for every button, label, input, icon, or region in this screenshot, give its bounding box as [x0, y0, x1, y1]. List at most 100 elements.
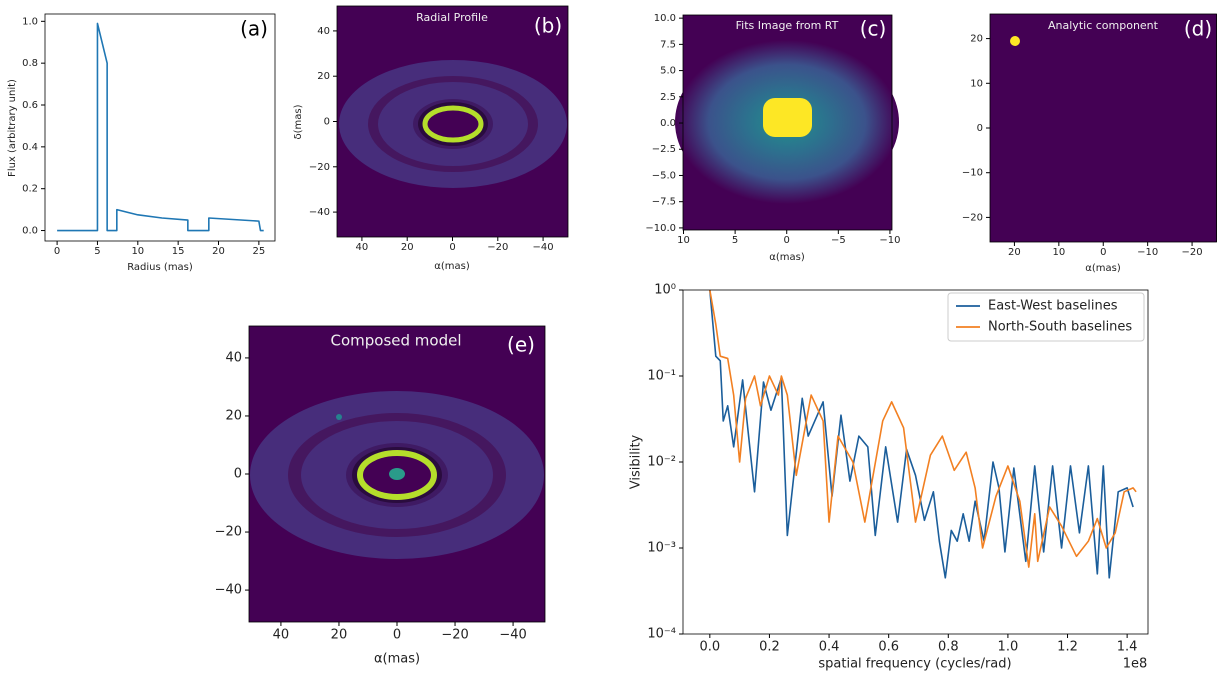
y-tick-label: 10⁻³ — [647, 541, 676, 556]
y-tick-label: 40 — [225, 350, 242, 365]
x-tick-label: −20 — [441, 628, 468, 643]
y-tick-label: −20 — [962, 212, 983, 223]
y-axis-label: Visibility — [629, 434, 644, 489]
y-tick-label: 2.5 — [660, 92, 676, 103]
y-tick-label: 10⁻⁴ — [647, 627, 676, 642]
series-line — [709, 289, 1134, 579]
y-tick-label: 0.8 — [22, 58, 38, 69]
y-tick-label: 0.2 — [22, 184, 38, 195]
x-tick-label: 0.2 — [759, 640, 780, 655]
image-background — [990, 14, 1217, 242]
y-tick-label: −2.5 — [652, 144, 676, 155]
x-tick-label: −5 — [831, 235, 846, 246]
x-tick-label: 0 — [784, 235, 790, 246]
panel-label: (b) — [534, 14, 562, 38]
x-tick-label: 0.6 — [878, 640, 899, 655]
x-tick-label: −40 — [533, 242, 554, 253]
x-tick-label: 20 — [331, 628, 348, 643]
y-tick-label: 0.4 — [22, 142, 38, 153]
y-tick-label: 0.6 — [22, 100, 38, 111]
panel-title: Analytic component — [1048, 19, 1159, 32]
y-tick-label: −10.0 — [645, 223, 676, 234]
y-tick-label: 10⁻¹ — [647, 369, 676, 384]
x-tick-label: 10 — [131, 246, 144, 257]
panel-title: Composed model — [330, 332, 461, 350]
x-tick-label: −10 — [1137, 247, 1158, 258]
x-tick-label: 0.8 — [938, 640, 959, 655]
legend-label: East-West baselines — [988, 299, 1118, 314]
x-tick-label: 40 — [273, 628, 290, 643]
x-tick-label: 0.4 — [819, 640, 840, 655]
x-tick-label: −20 — [487, 242, 508, 253]
x-tick-label: −20 — [1182, 247, 1203, 258]
x-tick-label: 0.0 — [699, 640, 720, 655]
point-source — [336, 414, 342, 420]
x-tick-label: 20 — [1008, 247, 1021, 258]
x-tick-label: 5 — [94, 246, 100, 257]
axes-frame — [682, 14, 893, 231]
axes-frame — [336, 5, 569, 238]
y-tick-label: 20 — [317, 71, 330, 82]
image-e — [249, 326, 545, 622]
x-axis-label: α(mas) — [1085, 263, 1121, 274]
x-tick-label: 25 — [252, 246, 265, 257]
y-tick-label: 1.0 — [22, 16, 38, 27]
x-tick-label: 40 — [356, 242, 369, 253]
series-line — [57, 22, 264, 232]
x-offset-label: 1e8 — [1123, 657, 1148, 672]
x-tick-label: 0 — [1100, 247, 1106, 258]
legend-box — [947, 292, 1145, 342]
x-tick-label: 1.4 — [1117, 640, 1138, 655]
y-axis-label: δ(mas) — [293, 104, 304, 139]
y-tick-label: 0 — [977, 123, 983, 134]
y-tick-label: 0.0 — [22, 226, 38, 237]
y-tick-label: 5.0 — [660, 66, 676, 77]
x-tick-label: 20 — [401, 242, 414, 253]
y-tick-label: 10⁰ — [654, 283, 676, 298]
legend-label: North-South baselines — [988, 320, 1132, 335]
x-tick-label: 1.0 — [998, 640, 1019, 655]
axes-frame — [248, 325, 546, 623]
y-tick-label: 0 — [324, 117, 330, 128]
panel-title: Radial Profile — [416, 11, 488, 24]
point-source — [1010, 36, 1020, 46]
x-tick-label: 1.2 — [1057, 640, 1078, 655]
panel-title: Fits Image from RT — [736, 19, 839, 32]
x-tick-label: 10 — [677, 235, 690, 246]
axes-frame — [682, 289, 1149, 635]
x-tick-label: −10 — [879, 235, 900, 246]
core — [763, 98, 812, 137]
y-tick-label: 10 — [970, 78, 983, 89]
axes-frame — [44, 13, 276, 242]
series-line — [709, 289, 1137, 568]
y-tick-label: −7.5 — [652, 197, 676, 208]
x-axis-label: α(mas) — [434, 261, 470, 272]
x-tick-label: −40 — [499, 628, 526, 643]
image-c — [675, 15, 899, 230]
panel-label: (e) — [507, 333, 535, 357]
x-tick-label: 20 — [212, 246, 225, 257]
x-tick-label: 0 — [449, 242, 455, 253]
x-tick-label: 15 — [172, 246, 185, 257]
y-tick-label: 0.0 — [660, 118, 676, 129]
y-tick-label: −5.0 — [652, 170, 676, 181]
bright-ring — [422, 105, 484, 143]
y-tick-label: 40 — [317, 26, 330, 37]
core — [389, 468, 405, 480]
image-b — [337, 6, 568, 237]
panel-label: (a) — [240, 17, 268, 41]
y-axis-label: Flux (arbitrary unit) — [7, 79, 18, 177]
y-tick-label: 20 — [225, 408, 242, 423]
x-tick-label: 0 — [393, 628, 401, 643]
x-tick-label: 0 — [54, 246, 60, 257]
y-tick-label: 20 — [970, 34, 983, 45]
x-tick-label: 5 — [732, 235, 738, 246]
y-tick-label: −10 — [962, 168, 983, 179]
image-d — [990, 14, 1217, 242]
x-tick-label: 10 — [1052, 247, 1065, 258]
panel-label: (d) — [1184, 17, 1212, 41]
x-axis-label: α(mas) — [374, 652, 420, 667]
y-tick-label: −20 — [309, 162, 330, 173]
y-tick-label: 0 — [234, 467, 242, 482]
